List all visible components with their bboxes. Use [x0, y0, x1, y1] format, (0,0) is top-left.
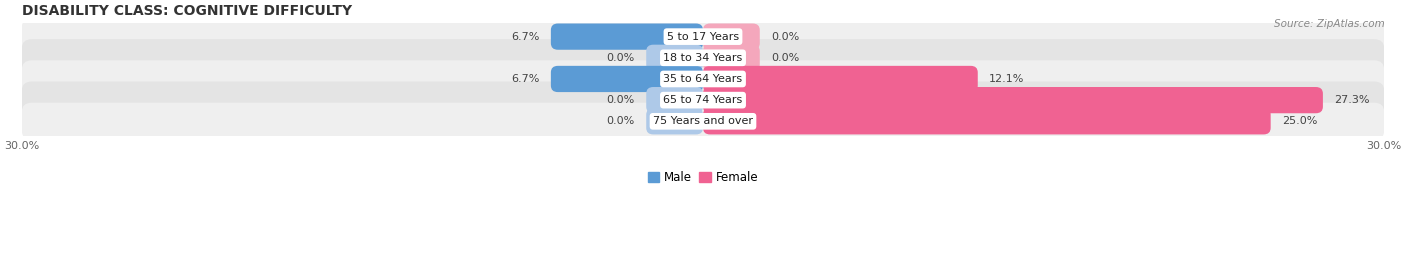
FancyBboxPatch shape: [21, 82, 1385, 119]
Text: 35 to 64 Years: 35 to 64 Years: [664, 74, 742, 84]
Text: 5 to 17 Years: 5 to 17 Years: [666, 32, 740, 42]
Text: DISABILITY CLASS: COGNITIVE DIFFICULTY: DISABILITY CLASS: COGNITIVE DIFFICULTY: [21, 4, 351, 18]
Text: Source: ZipAtlas.com: Source: ZipAtlas.com: [1274, 19, 1385, 29]
FancyBboxPatch shape: [703, 45, 759, 71]
FancyBboxPatch shape: [703, 23, 759, 50]
Text: 65 to 74 Years: 65 to 74 Years: [664, 95, 742, 105]
FancyBboxPatch shape: [551, 66, 703, 92]
FancyBboxPatch shape: [703, 108, 1271, 134]
Text: 0.0%: 0.0%: [606, 95, 636, 105]
FancyBboxPatch shape: [703, 66, 977, 92]
Text: 25.0%: 25.0%: [1282, 116, 1317, 126]
Text: 0.0%: 0.0%: [770, 53, 800, 63]
Text: 6.7%: 6.7%: [512, 32, 540, 42]
FancyBboxPatch shape: [551, 23, 703, 50]
FancyBboxPatch shape: [21, 103, 1385, 140]
Text: 12.1%: 12.1%: [988, 74, 1025, 84]
Text: 75 Years and over: 75 Years and over: [652, 116, 754, 126]
Legend: Male, Female: Male, Female: [643, 166, 763, 189]
FancyBboxPatch shape: [647, 87, 703, 113]
Text: 18 to 34 Years: 18 to 34 Years: [664, 53, 742, 63]
FancyBboxPatch shape: [21, 60, 1385, 98]
FancyBboxPatch shape: [21, 18, 1385, 55]
FancyBboxPatch shape: [647, 108, 703, 134]
Text: 27.3%: 27.3%: [1334, 95, 1369, 105]
Text: 0.0%: 0.0%: [606, 116, 636, 126]
FancyBboxPatch shape: [647, 45, 703, 71]
Text: 0.0%: 0.0%: [770, 32, 800, 42]
Text: 6.7%: 6.7%: [512, 74, 540, 84]
Text: 0.0%: 0.0%: [606, 53, 636, 63]
FancyBboxPatch shape: [703, 87, 1323, 113]
FancyBboxPatch shape: [21, 39, 1385, 76]
